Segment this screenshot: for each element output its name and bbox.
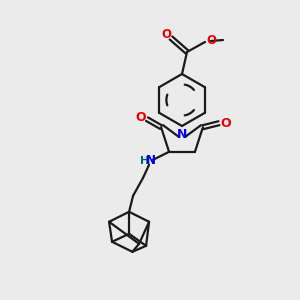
Text: N: N xyxy=(146,154,156,167)
Text: O: O xyxy=(161,28,171,41)
Text: N: N xyxy=(177,128,187,140)
Text: O: O xyxy=(220,117,231,130)
Text: H: H xyxy=(140,156,150,166)
Text: O: O xyxy=(206,34,216,46)
Text: O: O xyxy=(136,111,146,124)
